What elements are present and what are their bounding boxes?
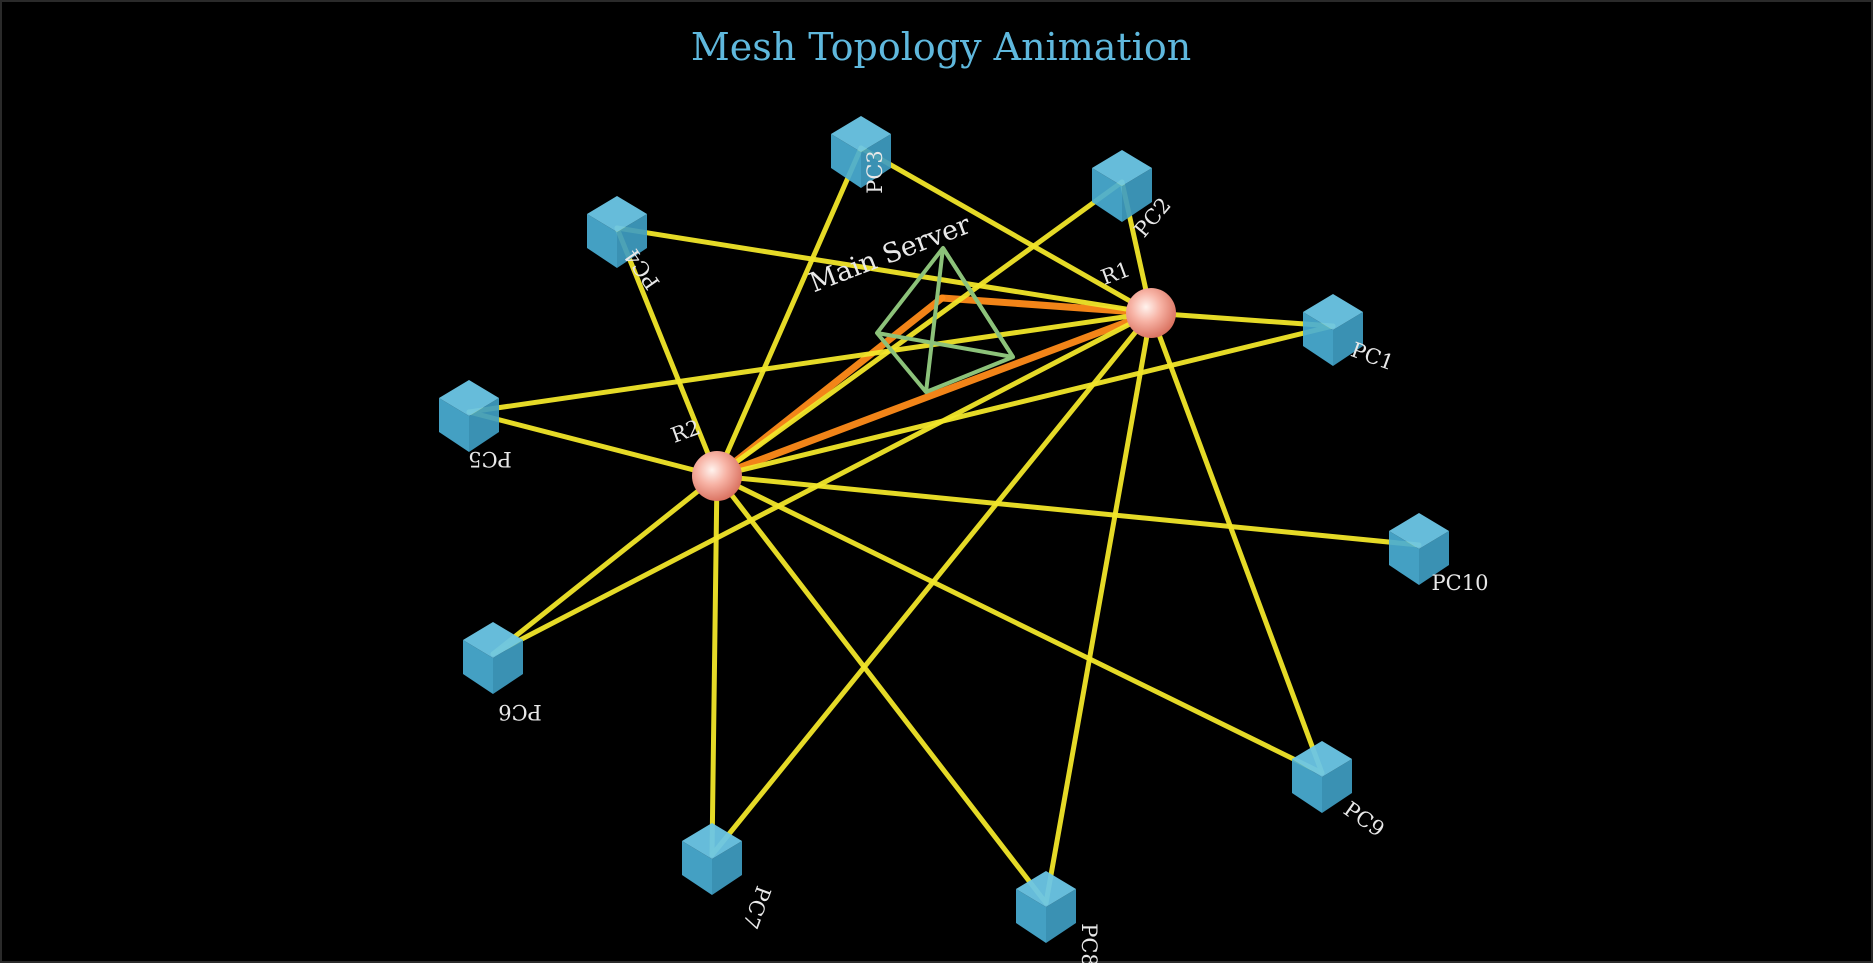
link-r1-pc8 xyxy=(1043,310,1154,906)
pc-node-pc7[interactable]: PC7 xyxy=(682,823,775,932)
pc-label: PC5 xyxy=(468,447,512,471)
pc-node-pc8[interactable]: PC8 xyxy=(1016,871,1101,963)
computer-cube-icon xyxy=(1016,871,1076,943)
link-r2-pc2 xyxy=(714,179,1125,479)
pc-label: PC10 xyxy=(1432,571,1489,595)
computer-cube-icon xyxy=(1292,741,1352,813)
pc-node-pc5[interactable]: PC5 xyxy=(439,380,512,471)
computer-cube-icon xyxy=(1303,294,1363,366)
link-r1-pc3 xyxy=(858,145,1154,316)
router-sphere-icon xyxy=(1126,288,1176,338)
link-r1-r2 xyxy=(713,309,1155,480)
router-sphere-icon xyxy=(692,451,742,501)
link-r1-pc1 xyxy=(1148,310,1336,329)
link-r2-pc5 xyxy=(466,409,720,479)
pc-label: PC9 xyxy=(1339,797,1388,842)
link-r2-pc6 xyxy=(490,473,720,657)
pc-node-pc4[interactable]: PC4 xyxy=(587,196,665,294)
computer-cube-icon xyxy=(831,116,891,188)
links-layer xyxy=(466,145,1422,906)
link-r1-pc6 xyxy=(490,310,1154,657)
link-r2-pc7 xyxy=(709,473,720,858)
pc-label: PC8 xyxy=(1077,923,1101,963)
computer-cube-icon xyxy=(1389,513,1449,585)
pc-node-pc1[interactable]: PC1 xyxy=(1303,294,1397,375)
link-r2-pc10 xyxy=(714,473,1422,548)
router-label: R2 xyxy=(668,415,704,448)
link-r2-pc1 xyxy=(714,323,1336,479)
link-r1-pc9 xyxy=(1148,310,1325,776)
router-node-r2[interactable]: R2 xyxy=(668,415,742,501)
pc-node-pc10[interactable]: PC10 xyxy=(1389,513,1488,595)
link-r2-pc3 xyxy=(714,145,864,479)
link-r2-pc9 xyxy=(714,473,1325,776)
link-r2-pc4 xyxy=(614,225,720,479)
pyramid-icon xyxy=(875,246,1015,394)
computer-cube-icon xyxy=(682,823,742,895)
pc-label: PC6 xyxy=(498,700,542,724)
computer-cube-icon xyxy=(439,380,499,452)
link-r2-pc8 xyxy=(714,473,1049,906)
diagram-title: Mesh Topology Animation xyxy=(691,25,1191,69)
computer-cube-icon xyxy=(587,196,647,268)
computer-cube-icon xyxy=(1092,150,1152,222)
link-r1-pc5 xyxy=(466,310,1154,415)
pc-label: PC3 xyxy=(863,150,887,194)
pc-label: PC1 xyxy=(1348,338,1397,375)
pc-node-pc9[interactable]: PC9 xyxy=(1292,741,1389,842)
pc-label: PC7 xyxy=(738,883,775,932)
pc-node-pc3[interactable]: PC3 xyxy=(831,116,891,194)
link-r1-pc4 xyxy=(614,225,1154,316)
pc-node-pc2[interactable]: PC2 xyxy=(1092,150,1176,242)
computer-cube-icon xyxy=(463,622,523,694)
pc-node-pc6[interactable]: PC6 xyxy=(463,622,542,724)
